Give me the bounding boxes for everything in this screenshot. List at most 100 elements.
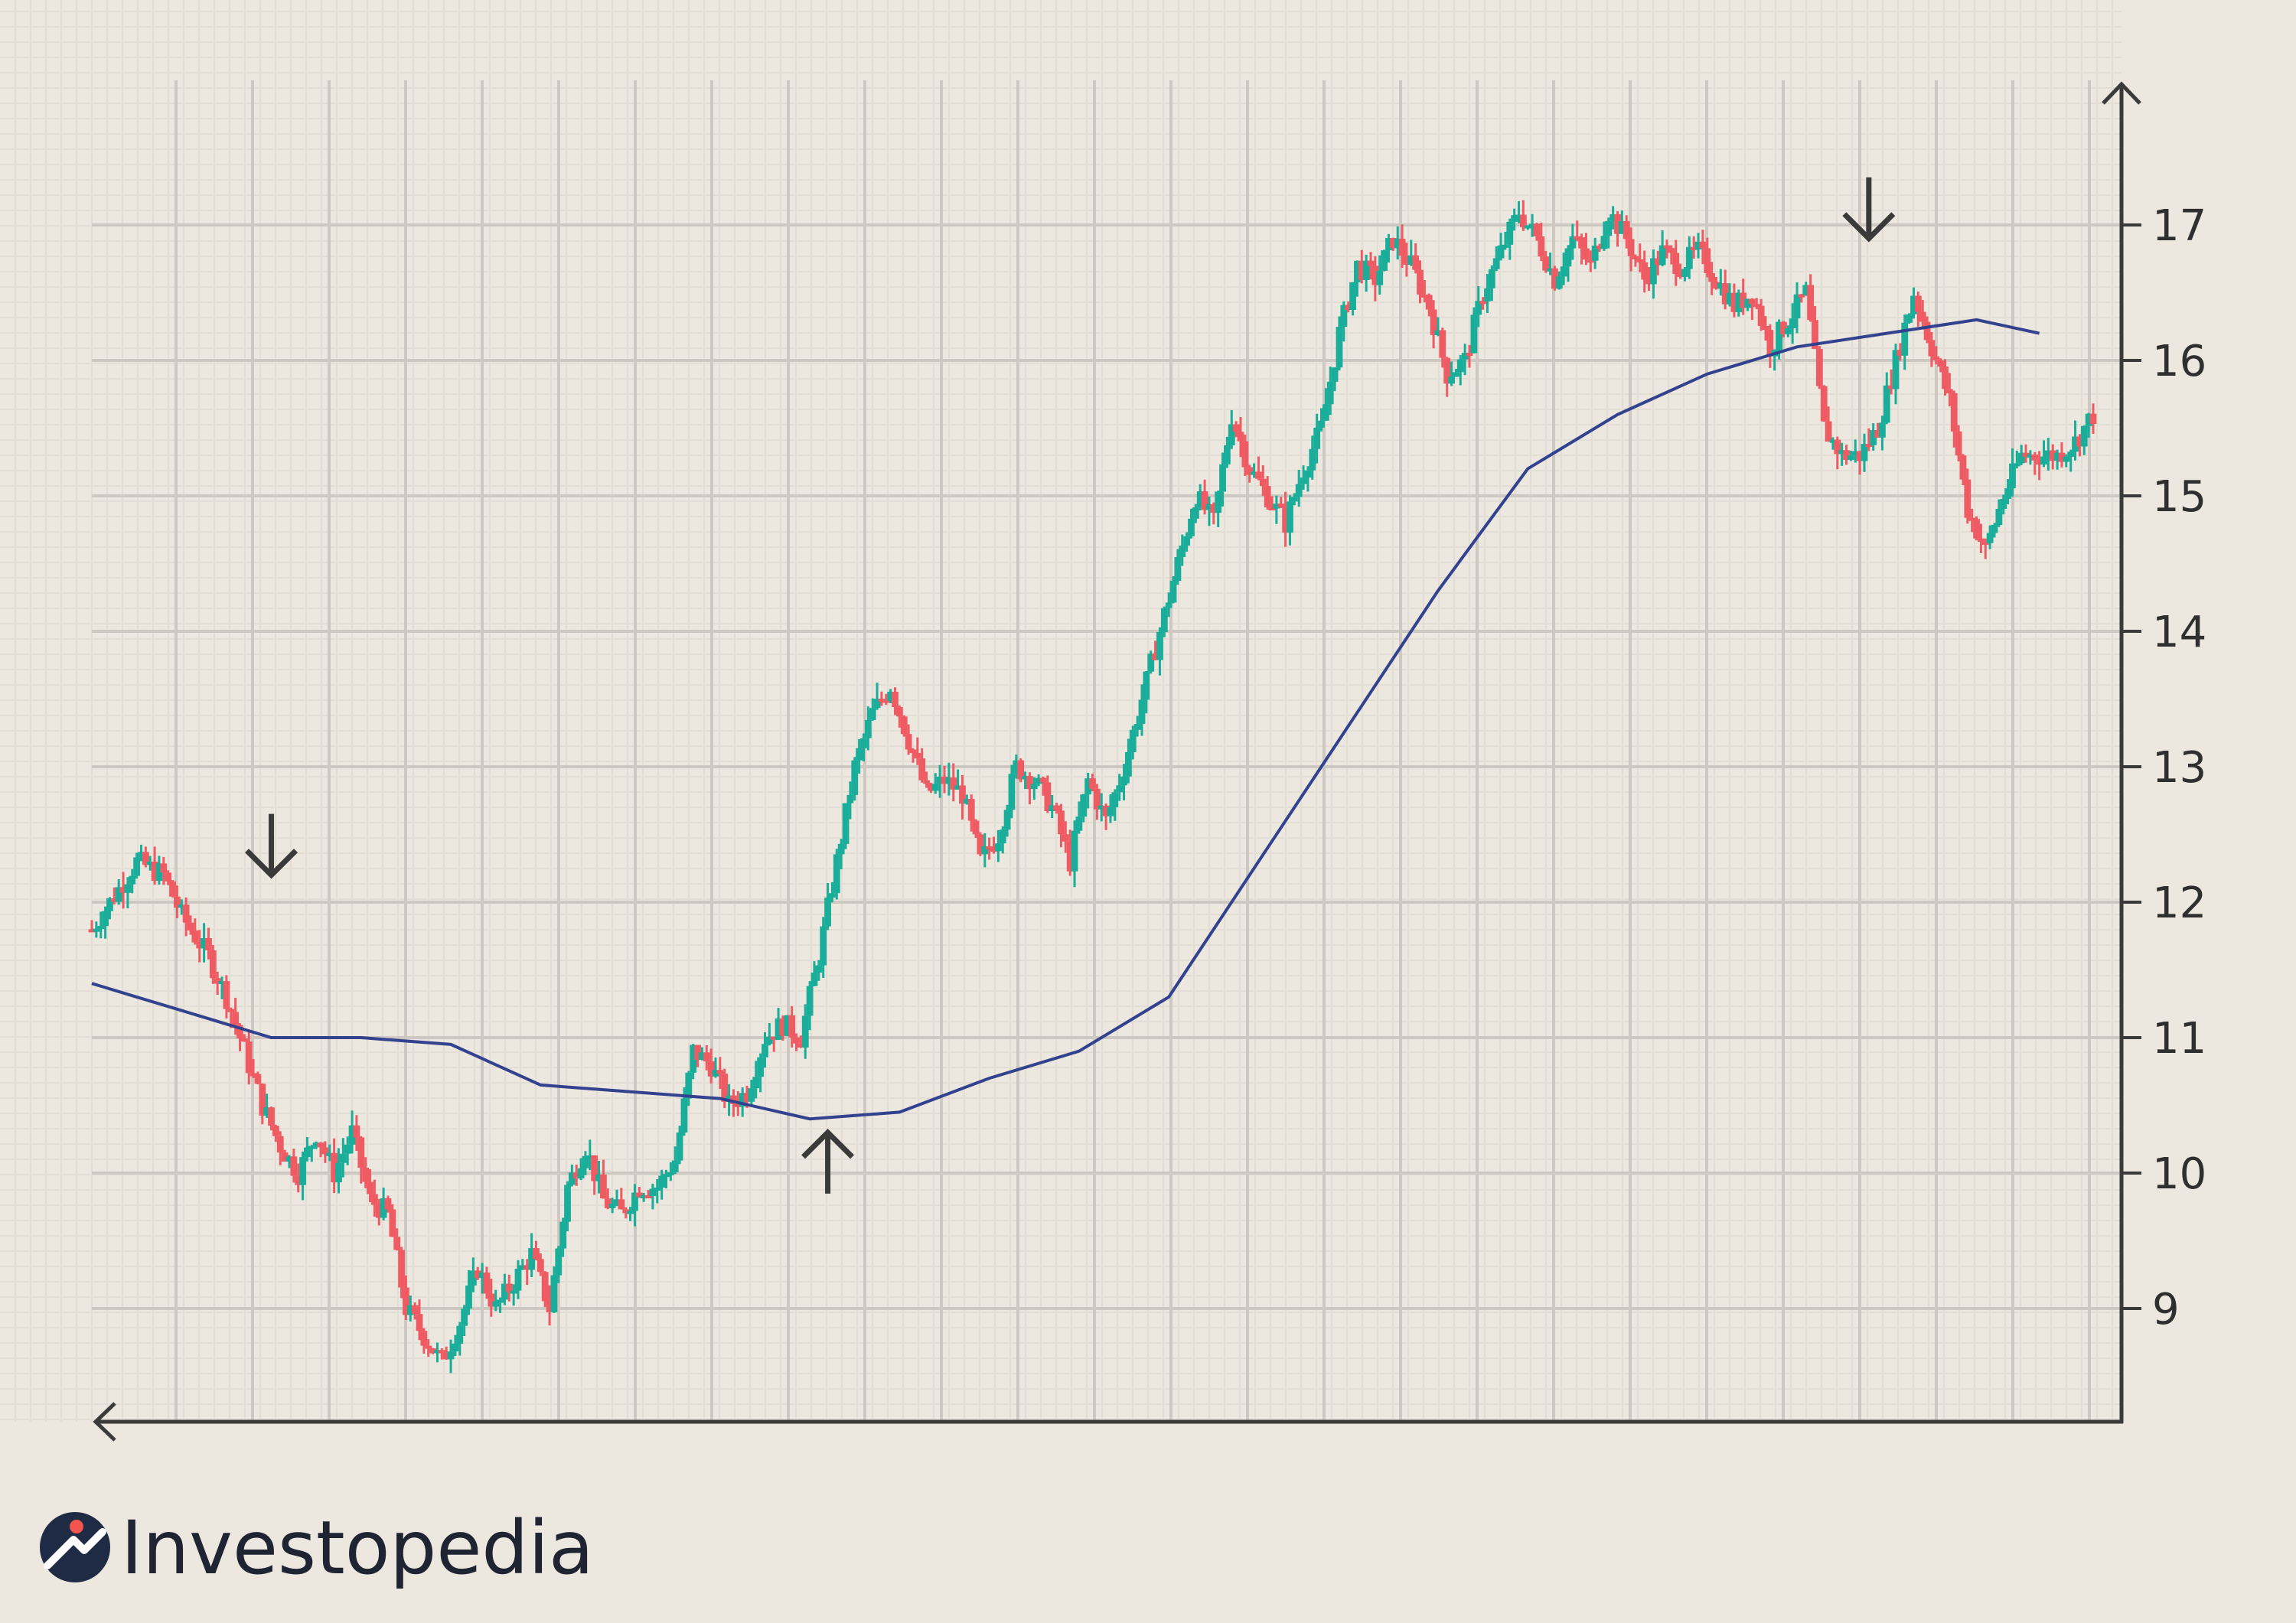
down-candle <box>591 1155 598 1181</box>
up-candle <box>860 738 867 748</box>
down-candle <box>1721 283 1729 305</box>
down-candle <box>483 1273 491 1294</box>
up-candle <box>2009 463 2016 489</box>
down-candle <box>1255 471 1262 479</box>
up-candle <box>1336 326 1343 368</box>
down-candle <box>1762 325 1769 331</box>
up-candle <box>627 1211 634 1214</box>
down-candle <box>1757 305 1765 326</box>
up-candle <box>1879 422 1886 438</box>
up-candle <box>1717 283 1724 289</box>
up-candle <box>218 981 226 985</box>
down-candle <box>900 716 908 735</box>
up-candle <box>1892 350 1900 389</box>
down-candle <box>353 1125 360 1138</box>
up-candle <box>1075 816 1083 831</box>
down-candle <box>1093 788 1101 810</box>
up-candle <box>155 863 163 882</box>
up-candle <box>1035 777 1042 784</box>
up-candle <box>640 1195 647 1199</box>
down-candle <box>1403 256 1411 265</box>
up-candle <box>1196 491 1204 508</box>
up-candle <box>406 1305 414 1315</box>
up-candle <box>1304 470 1312 478</box>
up-candle <box>671 1160 679 1172</box>
down-candle <box>1978 538 1985 543</box>
down-candle <box>1538 236 1545 257</box>
down-candle <box>788 1015 796 1038</box>
up-candle <box>999 829 1006 844</box>
down-candle <box>1672 253 1680 275</box>
up-candle <box>335 1162 342 1183</box>
up-candle <box>1287 501 1293 533</box>
down-candle <box>1574 236 1581 240</box>
down-candle <box>1807 285 1815 321</box>
y-tick-label: 15 <box>2152 472 2206 522</box>
down-candle <box>240 1038 248 1042</box>
up-candle <box>344 1144 351 1154</box>
down-candle <box>1412 255 1420 270</box>
up-candle <box>312 1142 320 1146</box>
up-candle <box>478 1273 486 1279</box>
down-candle <box>281 1152 289 1162</box>
up-candle <box>501 1283 508 1300</box>
up-candle <box>1013 760 1020 774</box>
down-candle <box>950 777 957 790</box>
up-candle <box>510 1290 517 1294</box>
down-candle <box>604 1198 612 1208</box>
up-candle <box>1008 774 1016 810</box>
down-candle <box>1398 238 1406 256</box>
up-candle <box>1910 295 1917 314</box>
down-candle <box>151 862 158 882</box>
up-candle <box>2080 425 2088 447</box>
up-candle <box>1456 359 1464 373</box>
down-candle <box>882 699 890 703</box>
up-candle <box>456 1325 464 1344</box>
up-candle <box>829 893 836 898</box>
down-candle <box>249 1073 257 1077</box>
up-candle <box>1453 372 1459 377</box>
down-candle <box>703 1052 710 1062</box>
y-tick-label: 16 <box>2152 337 2206 386</box>
up-candle <box>1003 810 1011 830</box>
up-candle <box>1116 785 1124 793</box>
y-tick-label: 13 <box>2152 743 2206 793</box>
up-candle <box>1555 276 1563 289</box>
up-candle <box>748 1088 755 1102</box>
up-candle <box>712 1070 719 1077</box>
down-candle <box>290 1156 298 1176</box>
down-candle <box>142 852 149 865</box>
up-candle <box>765 1036 773 1045</box>
up-candle <box>348 1125 356 1145</box>
up-candle <box>1650 258 1657 285</box>
y-axis-arrow-icon <box>2102 81 2141 105</box>
up-candle <box>577 1168 585 1179</box>
down-candle <box>398 1250 405 1288</box>
up-candle <box>2000 498 2007 509</box>
down-candle <box>317 1142 325 1148</box>
up-candle <box>1362 260 1370 280</box>
down-candle <box>1430 309 1437 335</box>
up-candle <box>1569 236 1577 249</box>
up-candle <box>1726 292 1733 305</box>
down-candle <box>895 707 903 717</box>
down-candle <box>721 1074 729 1102</box>
down-candle <box>1578 237 1585 249</box>
axes <box>93 81 2141 1442</box>
down-candle <box>393 1237 401 1250</box>
up-candle <box>469 1270 477 1286</box>
up-candle <box>1618 221 1626 234</box>
up-candle <box>1511 215 1518 222</box>
down-candle <box>1389 238 1397 249</box>
up-candle <box>582 1155 589 1168</box>
down-candle <box>1587 259 1594 263</box>
down-candle <box>1237 432 1244 442</box>
up-candle <box>726 1095 732 1102</box>
up-candle <box>1407 255 1415 265</box>
down-candle <box>488 1293 495 1307</box>
up-candle <box>124 884 132 893</box>
up-candle <box>757 1057 765 1077</box>
down-candle <box>1645 279 1652 285</box>
up-candle <box>308 1146 315 1149</box>
